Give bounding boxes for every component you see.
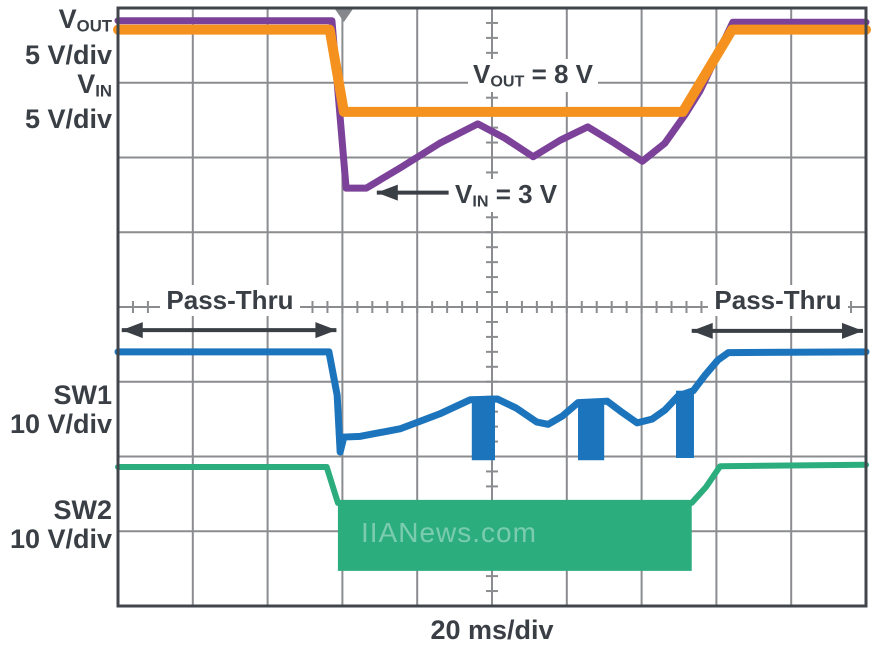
timebase-label: 20 ms/div [430, 615, 554, 645]
vout-channel-label: VOUT [58, 4, 112, 36]
vin-channel-label: VIN [77, 68, 112, 101]
sw1-channel-label: SW1 [53, 380, 112, 410]
sw2-channel-label: SW2 [53, 495, 112, 525]
sw2-labels: SW2 10 V/div [0, 496, 112, 554]
sw1-scale-label: 10 V/div [9, 409, 112, 439]
passthru-right-label: Pass-Thru [708, 285, 848, 316]
vout-value-annotation: VOUT = 8 V [468, 59, 599, 92]
watermark: IIANews.com [361, 517, 537, 548]
vout-scale-label: 5 V/div [24, 39, 112, 70]
channel-labels-top: VOUT 5 V/div VIN 5 V/div [0, 5, 112, 134]
sw1-labels: SW1 10 V/div [0, 381, 112, 439]
vin-scale-label: 5 V/div [24, 104, 112, 135]
vin-value-annotation: VIN = 3 V [450, 179, 563, 212]
passthru-left-label: Pass-Thru [160, 285, 300, 316]
sw2-scale-label: 10 V/div [9, 524, 112, 554]
